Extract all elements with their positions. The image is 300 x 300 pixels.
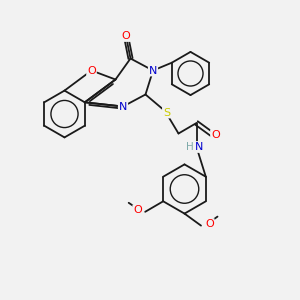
Text: H: H — [186, 142, 194, 152]
Text: O: O — [133, 205, 142, 215]
Text: O: O — [122, 31, 130, 41]
Text: O: O — [211, 130, 220, 140]
Text: S: S — [163, 107, 170, 118]
Text: N: N — [119, 101, 127, 112]
Text: N: N — [195, 142, 204, 152]
Text: O: O — [205, 219, 214, 229]
Text: N: N — [149, 65, 157, 76]
Text: O: O — [87, 65, 96, 76]
